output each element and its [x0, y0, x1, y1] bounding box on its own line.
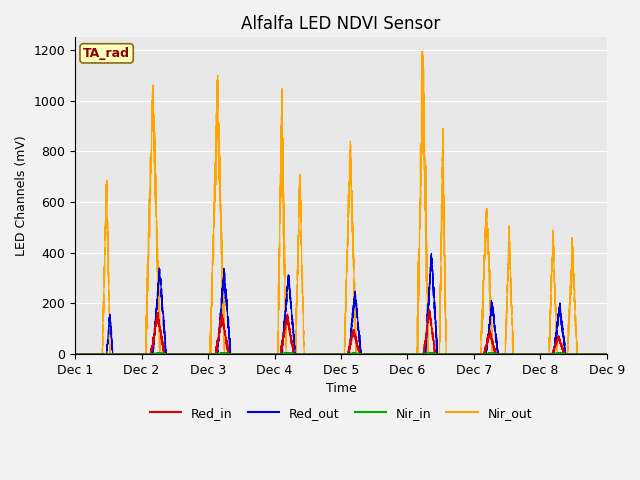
Red_out — [603, 351, 611, 357]
Nir_in — [465, 351, 473, 357]
Nir_out — [264, 351, 271, 357]
Red_out — [386, 351, 394, 357]
Nir_out — [386, 351, 394, 357]
Red_in — [465, 351, 473, 357]
Nir_out — [409, 351, 417, 357]
Nir_out — [71, 351, 79, 357]
Line: Nir_in: Nir_in — [75, 352, 607, 354]
Nir_out — [419, 48, 426, 54]
Line: Nir_out: Nir_out — [75, 51, 607, 354]
Legend: Red_in, Red_out, Nir_in, Nir_out: Red_in, Red_out, Nir_in, Nir_out — [145, 402, 537, 424]
Nir_in — [494, 351, 502, 357]
Red_in — [386, 351, 394, 357]
Line: Red_out: Red_out — [75, 253, 607, 354]
Red_out — [264, 351, 271, 357]
Nir_out — [494, 351, 502, 357]
Red_in — [494, 351, 502, 357]
Nir_in — [219, 349, 227, 355]
Red_in — [409, 351, 417, 357]
Red_in — [264, 351, 271, 357]
Text: TA_rad: TA_rad — [83, 47, 130, 60]
Red_out — [465, 351, 473, 357]
Nir_in — [386, 351, 394, 357]
Red_in — [426, 307, 433, 312]
Title: Alfalfa LED NDVI Sensor: Alfalfa LED NDVI Sensor — [241, 15, 440, 33]
Nir_in — [409, 351, 417, 357]
Nir_out — [98, 351, 106, 357]
Line: Red_in: Red_in — [75, 310, 607, 354]
Nir_in — [98, 351, 106, 357]
Red_in — [603, 351, 611, 357]
Nir_out — [603, 351, 611, 357]
Red_out — [428, 251, 435, 256]
Red_out — [98, 351, 106, 357]
Nir_out — [465, 351, 473, 357]
X-axis label: Time: Time — [326, 383, 356, 396]
Red_in — [71, 351, 79, 357]
Red_in — [98, 351, 106, 357]
Red_out — [409, 351, 417, 357]
Y-axis label: LED Channels (mV): LED Channels (mV) — [15, 135, 28, 256]
Nir_in — [264, 351, 271, 357]
Nir_in — [603, 351, 611, 357]
Nir_in — [71, 351, 79, 357]
Red_out — [494, 348, 502, 353]
Red_out — [71, 351, 79, 357]
